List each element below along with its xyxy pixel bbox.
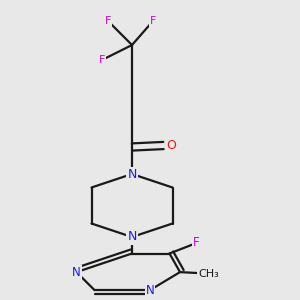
- Text: F: F: [105, 16, 111, 26]
- Text: F: F: [99, 55, 105, 65]
- Text: F: F: [193, 236, 200, 250]
- Text: F: F: [150, 16, 156, 26]
- Text: N: N: [127, 230, 137, 244]
- Text: O: O: [166, 139, 176, 152]
- Text: CH₃: CH₃: [198, 268, 219, 279]
- Text: N: N: [72, 266, 81, 279]
- Text: N: N: [127, 167, 137, 181]
- Text: N: N: [146, 284, 154, 297]
